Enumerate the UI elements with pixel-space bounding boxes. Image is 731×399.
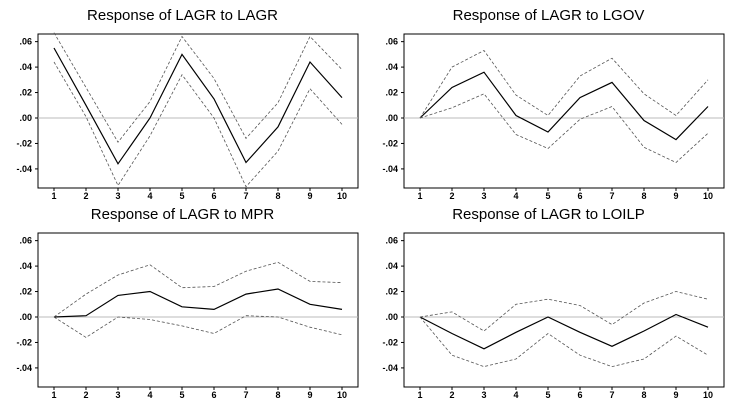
x-tick-label: 3 [481,390,486,399]
x-tick-label: 4 [513,390,518,399]
y-tick-label: .02 [385,287,398,297]
y-tick-label: .06 [385,37,398,47]
y-tick-label: -.02 [16,337,32,347]
plot-frame [404,233,724,387]
x-tick-label: 3 [115,390,120,399]
y-tick-label: .00 [385,113,398,123]
chart-plot: .06 .04 .02 .00 -.02 -.04 1 2 3 4 5 6 7 8 9 10 [0,199,365,399]
x-tick-label: 9 [307,390,312,399]
y-tick-label: -.02 [382,337,398,347]
y-tick-label: .06 [385,236,398,246]
response-line [54,289,342,317]
x-tick-label: 2 [83,390,88,399]
response-line [420,72,708,139]
y-tick-label: .02 [385,88,398,98]
chart-plot: .06 .04 .02 .00 -.02 -.04 1 2 3 4 5 6 7 8 9 10 [366,199,731,399]
panel-lagr-to-loilp: Response of LAGR to LOILP .06.04.02.00 -.… [366,199,731,399]
confidence-band-line [54,316,342,338]
x-tick-label: 2 [449,390,454,399]
y-tick-label: .00 [385,312,398,322]
x-tick-label: 10 [703,390,713,399]
panel-lagr-to-lgov: Response of LAGR to LGOV .06.04.02.00 -.0… [366,0,731,200]
response-line [420,315,708,349]
confidence-band-line [420,51,708,119]
x-tick-label: 10 [337,390,347,399]
y-tick-label: .02 [19,88,32,98]
plot-frame [404,34,724,188]
response-line [54,48,342,164]
confidence-band-line [54,62,342,187]
y-tick-label: .00 [19,113,32,123]
y-tick-label: .02 [19,287,32,297]
y-tick-label: -.04 [382,363,398,373]
x-tick-label: 1 [417,390,422,399]
x-tick-label: 7 [609,390,614,399]
chart-plot: .06.04.02.00-.02-.041 2 3 4 5 6 7 8 9 10 [0,0,365,200]
y-tick-label: .04 [385,261,398,271]
x-tick-label: 6 [211,390,216,399]
y-tick-label: -.02 [382,138,398,148]
x-tick-label: 6 [577,390,582,399]
x-tick-label: 8 [641,390,646,399]
confidence-band-line [420,94,708,163]
chart-plot: .06.04.02.00-.02-.041 2 3 4 5 6 7 8 9 10 [366,0,731,200]
y-tick-label: -.02 [16,138,32,148]
y-tick-label: -.04 [16,363,32,373]
x-tick-label: 1 [51,390,56,399]
y-tick-label: .04 [19,261,32,271]
y-tick-label: .00 [19,312,32,322]
x-tick-label: 5 [545,390,550,399]
x-tick-label: 9 [673,390,678,399]
y-tick-label: .04 [385,62,398,72]
y-tick-label: .06 [19,37,32,47]
y-tick-label: -.04 [16,164,32,174]
y-tick-label: -.04 [382,164,398,174]
x-tick-label: 4 [147,390,152,399]
plot-frame [38,233,358,387]
x-tick-label: 7 [243,390,248,399]
x-tick-label: 8 [275,390,280,399]
x-tick-label: 5 [179,390,184,399]
y-tick-label: .04 [19,62,32,72]
panel-lagr-to-mpr: Response of LAGR to MPR .06.04.02.00 -.02… [0,199,365,399]
y-tick-label: .06 [19,236,32,246]
panel-lagr-to-lagr: Response of LAGR to LAGR .06.04.02.00 -.0… [0,0,365,200]
